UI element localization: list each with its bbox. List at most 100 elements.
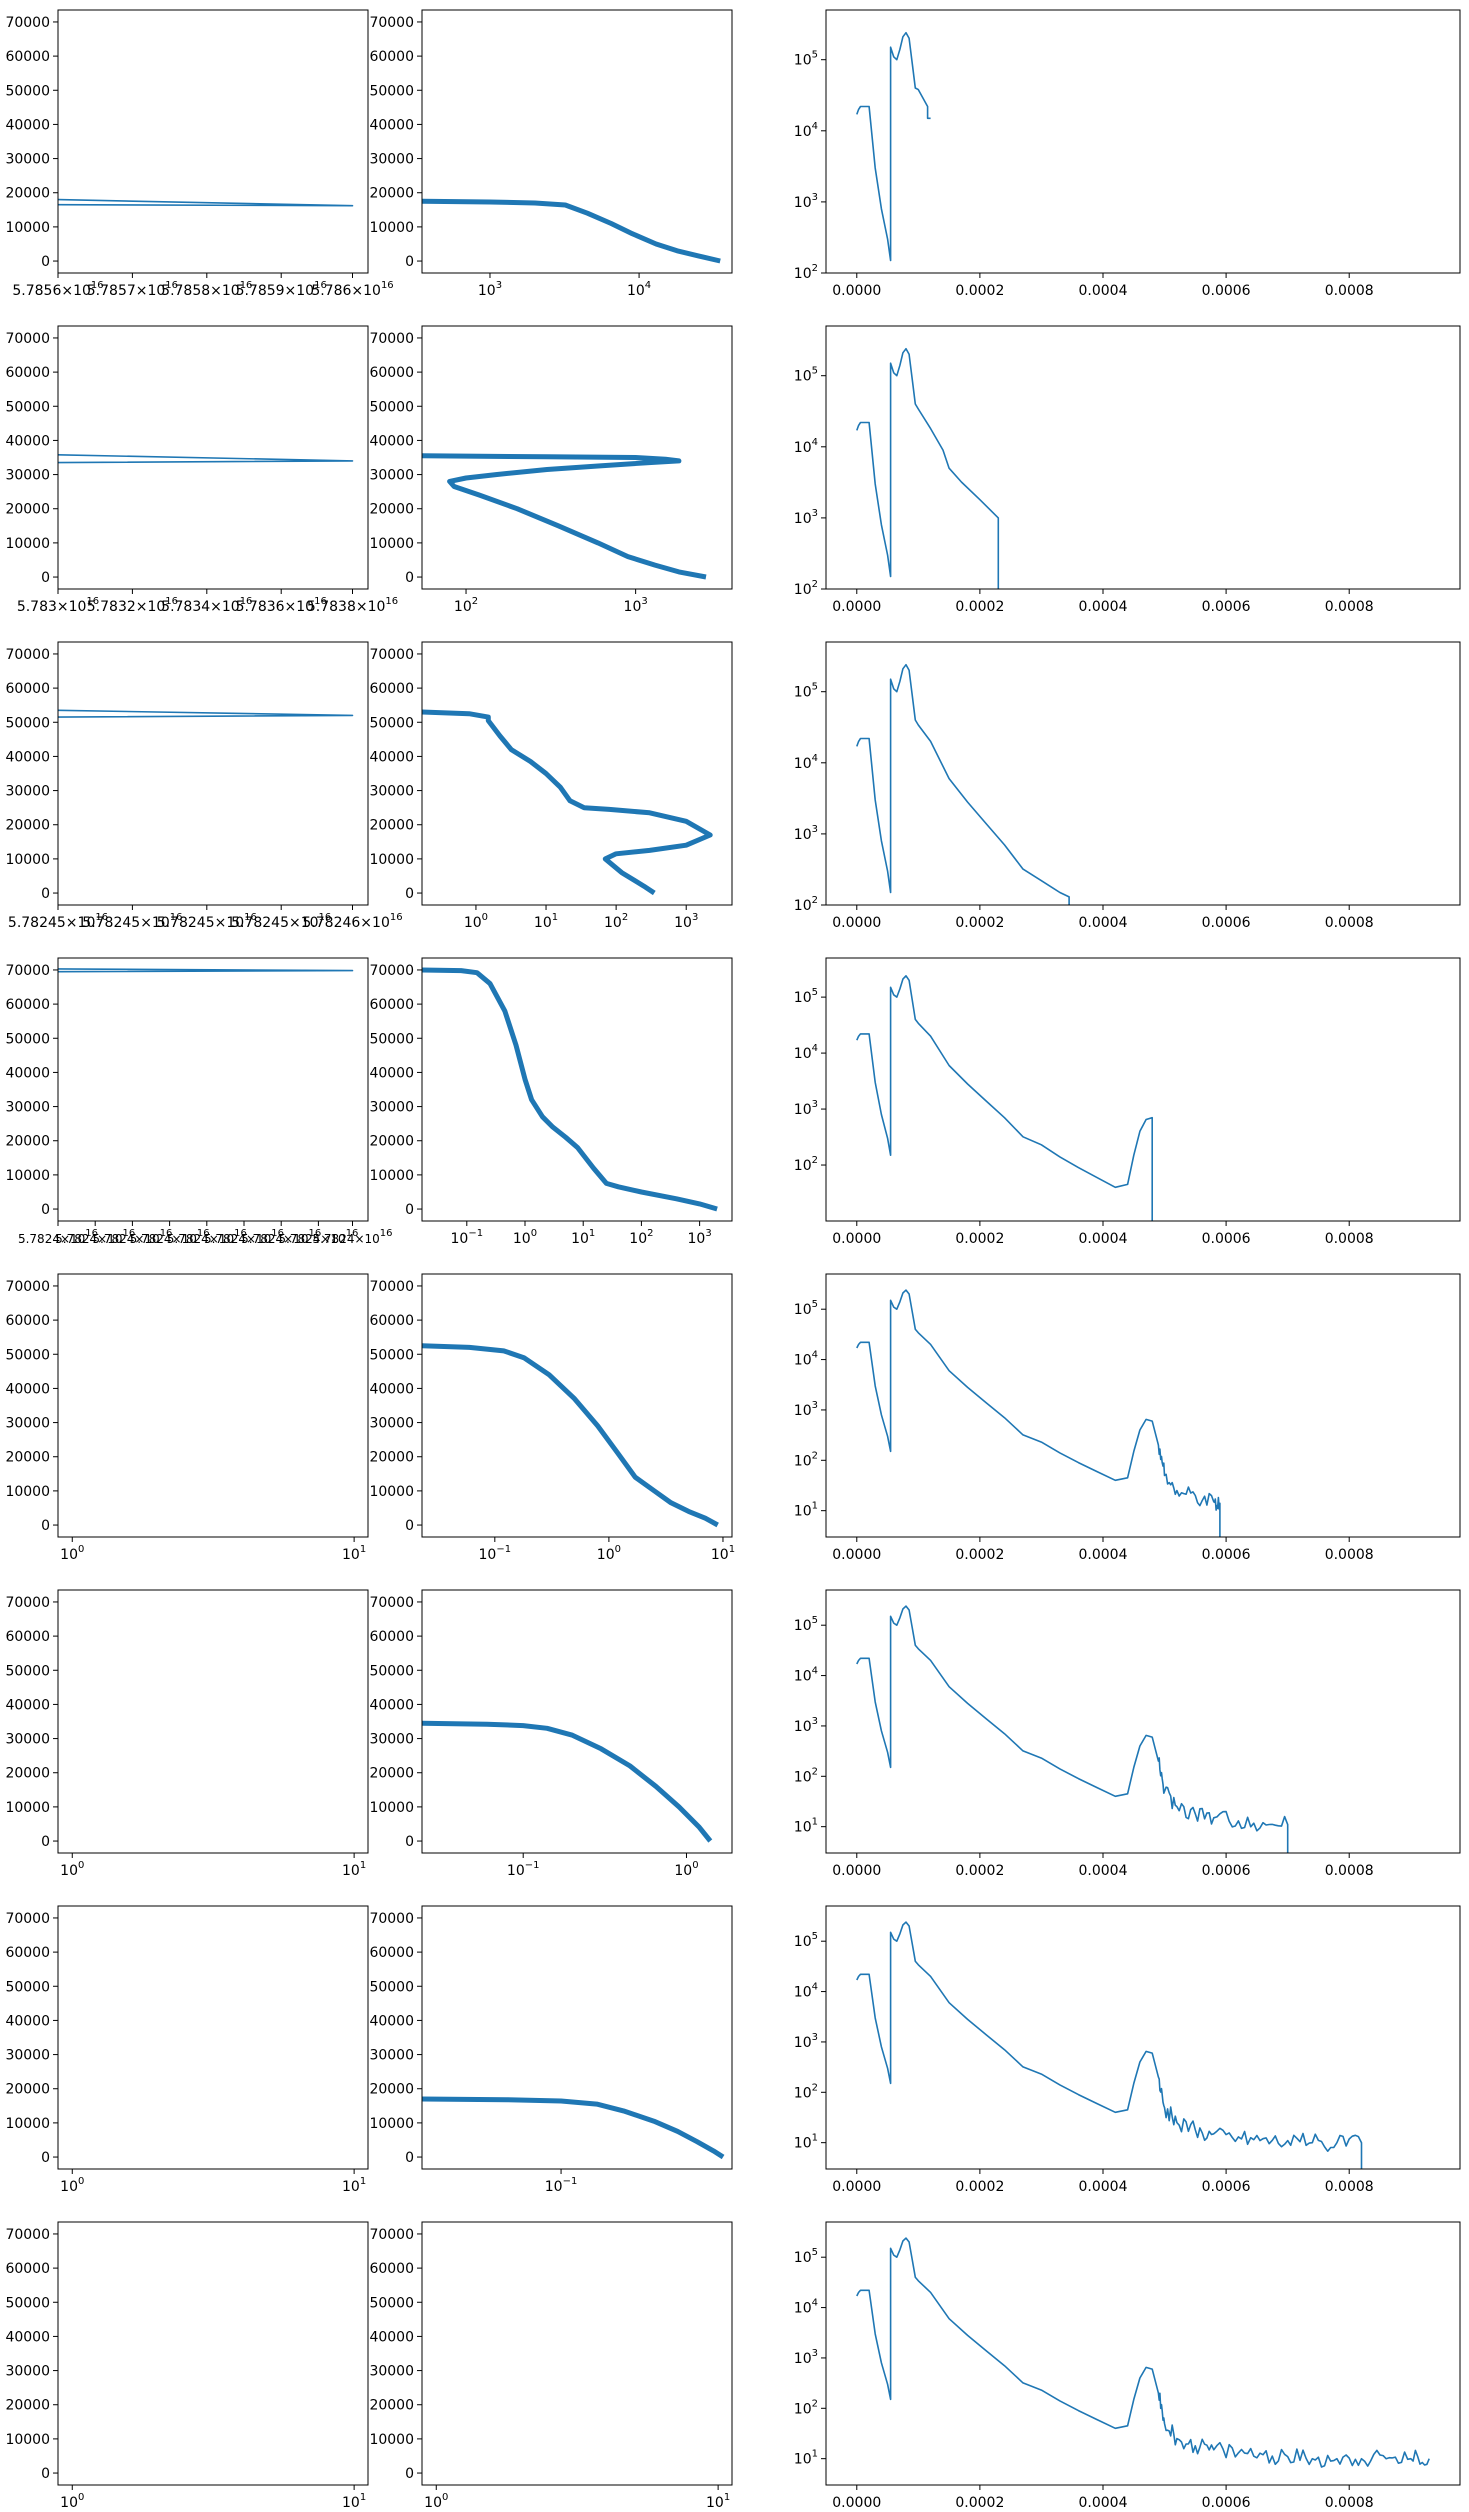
x-tick-label: 100	[60, 1544, 84, 1563]
axes-frame	[825, 1273, 1461, 1538]
y-tick-label: 104	[794, 121, 818, 140]
x-tick-label: 5.7824×1016	[55, 1228, 135, 1246]
x-tick-label: 0.0000	[832, 2179, 881, 2195]
x-tick-label: 0.0004	[1078, 915, 1127, 931]
y-tick-label: 30000	[369, 2048, 414, 2064]
axes-frame	[421, 641, 733, 906]
series-line-r2c1-0-0	[58, 454, 354, 464]
x-tick-label: 0.0000	[832, 1863, 881, 1879]
y-tick-label: 105	[794, 50, 818, 69]
y-tick-label: 101	[794, 1817, 818, 1836]
y-tick-label: 20000	[369, 502, 414, 518]
x-tick-label: 0.0002	[955, 2179, 1004, 2195]
y-tick-label: 0	[405, 1518, 414, 1534]
y-tick-label: 40000	[369, 1381, 414, 1397]
x-tick-label: 5.7824×1016	[278, 1228, 358, 1246]
axes-frame	[825, 9, 1461, 274]
y-tick-label: 40000	[369, 2013, 414, 2029]
axes-frame	[825, 641, 1461, 906]
y-tick-label: 40000	[5, 2329, 50, 2345]
y-tick-label: 101	[794, 2133, 818, 2152]
y-tick-label: 70000	[5, 1279, 50, 1295]
axes-frame	[421, 1589, 733, 1854]
axes-r5c3: 101 102 103 104 105 0.0000 0.0002 0.0004 0.0006 0…	[794, 1273, 1461, 1563]
y-tick-label: 10000	[369, 1168, 414, 1184]
y-tick-label: 70000	[369, 963, 414, 979]
y-tick-label: 104	[794, 753, 818, 772]
y-tick-label: 10000	[369, 852, 414, 868]
series-line-r5c2-0-0	[422, 1343, 719, 1528]
y-tick-label: 50000	[369, 715, 414, 731]
y-tick-label: 30000	[369, 152, 414, 168]
y-tick-label: 10000	[369, 1800, 414, 1816]
y-tick-label: 20000	[369, 186, 414, 202]
y-tick-label: 0	[41, 2150, 50, 2166]
y-tick-label: 104	[794, 437, 818, 456]
axes-r2c1: 0 10000 20000 30000 40000 50000 60000 70000 5.78…	[5, 325, 398, 615]
x-tick-label: 5.7824×1016	[204, 1228, 284, 1246]
y-tick-label: 50000	[5, 1979, 50, 1995]
y-tick-label: 0	[41, 1202, 50, 1218]
y-tick-label: 60000	[369, 1629, 414, 1645]
x-tick-label: 5.7858×1016	[161, 280, 252, 299]
x-tick-label: 0.0006	[1202, 1863, 1251, 1879]
x-tick-label: 100	[464, 912, 488, 931]
axes-r2c3: 102 103 104 105 0.0000 0.0002 0.0004 0.0006 0.00…	[794, 325, 1461, 615]
x-tick-label: 100	[424, 2492, 448, 2511]
y-tick-label: 30000	[5, 2048, 50, 2064]
axes-r7c2: 0 10000 20000 30000 40000 50000 60000 70000 10−1	[369, 1905, 733, 2195]
y-tick-label: 30000	[5, 468, 50, 484]
y-tick-label: 10000	[369, 2116, 414, 2132]
y-tick-label: 60000	[5, 997, 50, 1013]
y-tick-label: 30000	[369, 2364, 414, 2380]
x-tick-label: 5.78246×1016	[302, 912, 402, 931]
x-tick-label: 0.0004	[1078, 2179, 1127, 2195]
series-line-r3c1-0-0	[58, 709, 354, 718]
y-tick-label: 30000	[369, 1732, 414, 1748]
x-tick-label: 0.0004	[1078, 1863, 1127, 1879]
x-tick-label: 0.0000	[832, 2495, 881, 2511]
x-tick-label: 5.7834×1016	[161, 596, 252, 615]
axes-r2c2: 0 10000 20000 30000 40000 50000 60000 70000 102 1…	[369, 325, 733, 615]
y-tick-label: 70000	[5, 331, 50, 347]
x-tick-label: 10−1	[545, 2176, 578, 2195]
y-tick-label: 102	[794, 2398, 818, 2417]
y-tick-label: 60000	[5, 365, 50, 381]
axes-r3c1: 0 10000 20000 30000 40000 50000 60000 70000 5.78…	[5, 641, 403, 931]
axes-r6c1: 0 10000 20000 30000 40000 50000 60000 70000 100 1…	[5, 1589, 369, 1879]
y-tick-label: 30000	[369, 468, 414, 484]
series-line-r6c3-0-0	[856, 1605, 1289, 1853]
x-tick-label: 100	[60, 1860, 84, 1879]
x-tick-label: 0.0006	[1202, 2495, 1251, 2511]
y-tick-label: 10000	[5, 2432, 50, 2448]
y-tick-label: 40000	[5, 433, 50, 449]
y-tick-label: 60000	[369, 2261, 414, 2277]
y-tick-label: 0	[405, 570, 414, 586]
y-tick-label: 60000	[369, 681, 414, 697]
x-tick-label: 103	[624, 596, 648, 615]
axes-frame	[57, 641, 369, 906]
x-tick-label: 5.783×1016	[17, 596, 99, 615]
y-tick-label: 50000	[369, 399, 414, 415]
x-tick-label: 5.78245×1016	[8, 912, 108, 931]
y-tick-label: 105	[794, 987, 818, 1006]
axes-frame	[57, 957, 369, 1222]
x-tick-label: 0.0008	[1325, 2495, 1374, 2511]
y-tick-label: 103	[794, 508, 818, 527]
y-tick-label: 20000	[5, 2398, 50, 2414]
series-line-r2c2-0-0	[422, 453, 707, 580]
axes-frame	[57, 1589, 369, 1854]
x-tick-label: 0.0008	[1325, 1863, 1374, 1879]
axes-frame	[421, 2221, 733, 2486]
y-tick-label: 50000	[369, 1031, 414, 1047]
x-tick-label: 0.0002	[955, 2495, 1004, 2511]
y-tick-label: 20000	[5, 1450, 50, 1466]
y-tick-label: 101	[794, 2449, 818, 2468]
x-tick-label: 0.0000	[832, 915, 881, 931]
y-tick-label: 30000	[5, 2364, 50, 2380]
y-tick-label: 70000	[5, 15, 50, 31]
y-tick-label: 0	[405, 2466, 414, 2482]
x-tick-label: 0.0006	[1202, 599, 1251, 615]
x-tick-label: 0.0000	[832, 599, 881, 615]
x-tick-label: 0.0008	[1325, 599, 1374, 615]
